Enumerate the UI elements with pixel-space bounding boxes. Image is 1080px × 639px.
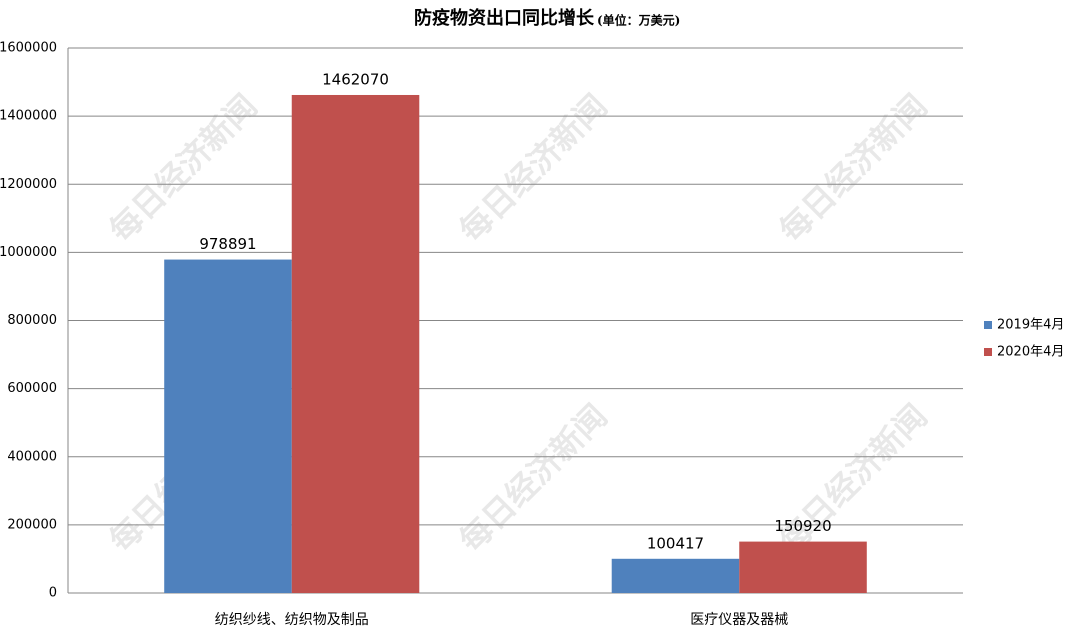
bar	[291, 94, 420, 593]
y-tick-label: 1000000	[0, 245, 57, 260]
data-label: 1462070	[322, 70, 389, 88]
watermark: 每日经济新闻	[452, 397, 615, 560]
y-tick-label: 200000	[7, 517, 57, 532]
y-tick-label: 0	[49, 586, 57, 601]
data-label: 100417	[647, 534, 704, 552]
y-tick-label: 400000	[7, 449, 57, 464]
bar	[164, 259, 292, 593]
bar	[739, 541, 867, 593]
y-tick-label: 1600000	[0, 41, 57, 56]
watermark: 每日经济新闻	[452, 87, 615, 250]
bar	[611, 558, 740, 593]
watermark: 每日经济新闻	[102, 87, 265, 250]
watermark: 每日经济新闻	[772, 87, 935, 250]
legend-swatch	[984, 348, 992, 356]
y-tick-label: 1400000	[0, 109, 57, 124]
x-tick-label: 医疗仪器及器械	[690, 612, 788, 628]
legend-label: 2020年4月	[997, 345, 1064, 360]
y-tick-label: 800000	[7, 313, 57, 328]
chart-title: 防疫物资出口同比增长	[414, 7, 595, 29]
data-label: 978891	[199, 235, 256, 253]
y-tick-label: 600000	[7, 381, 57, 396]
watermark: 每日经济新闻	[772, 397, 935, 560]
x-tick-label: 纺织纱线、纺织物及制品	[215, 612, 369, 628]
y-tick-label: 1200000	[0, 177, 57, 192]
data-label: 150920	[774, 517, 831, 535]
legend-label: 2019年4月	[997, 318, 1064, 333]
legend-swatch	[984, 321, 992, 329]
chart-subtitle: (单位：万美元)	[597, 13, 680, 28]
